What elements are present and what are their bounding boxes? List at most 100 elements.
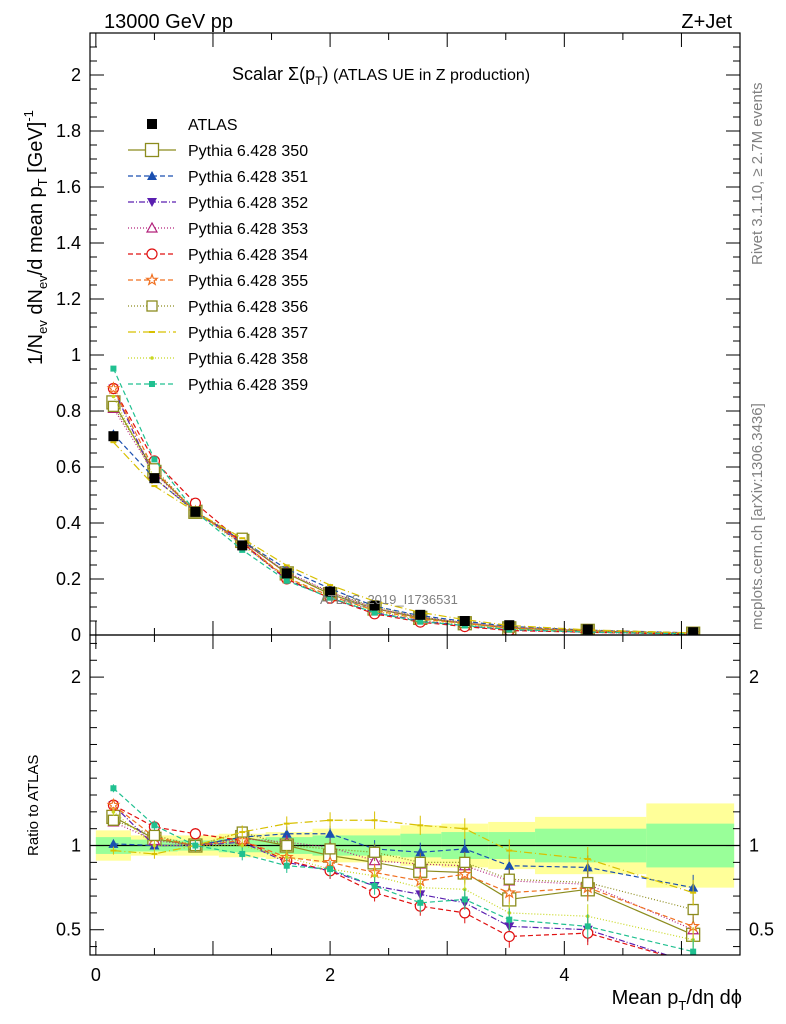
main-series-point [417, 618, 424, 625]
ratio-series-point [368, 846, 381, 858]
legend-label-358: Pythia 6.428 358 [188, 351, 308, 368]
ratio-series-point [688, 959, 698, 968]
ratio-series-line [113, 819, 694, 894]
legend-marker-351 [147, 171, 157, 180]
ratio-series-point [417, 899, 424, 906]
ratio-series-point [371, 882, 378, 889]
atlas-data-point [582, 624, 593, 635]
ratio-y-tick-label-right: 2 [749, 667, 759, 687]
ratio-series-point [503, 873, 515, 885]
ratio-series-357 [110, 811, 697, 906]
legend-atlas-marker [147, 119, 157, 129]
main-series-point [327, 594, 334, 601]
main-series-point [107, 400, 120, 413]
legend-label-354: Pythia 6.428 354 [188, 247, 308, 264]
ratio-series-point [688, 958, 698, 968]
ratio-series-point [108, 838, 119, 848]
legend-label-356: Pythia 6.428 356 [188, 299, 308, 316]
legend-marker-354 [146, 248, 158, 260]
ratio-series-point [284, 855, 289, 860]
mcplots-label: mcplots.cern.ch [arXiv:1306.3436] [749, 403, 766, 630]
main-y-tick-label: 0.2 [56, 569, 81, 589]
ratio-series-point [418, 885, 423, 890]
x-tick-label: 0 [91, 965, 101, 985]
main-series-line [112, 396, 694, 635]
main-series-point [110, 365, 117, 372]
atlas-data-point [190, 506, 201, 517]
ratio-series-line [113, 811, 694, 941]
main-series-point [111, 394, 116, 399]
chart-title: Scalar Σ(pT) (ATLAS UE in Z production) [232, 64, 530, 88]
legend-marker-352 [147, 198, 157, 207]
ratio-series-point [414, 856, 426, 869]
legend-marker-358 [150, 356, 154, 360]
ratio-plot-series [106, 784, 701, 968]
legend-label-357: Pythia 6.428 357 [188, 325, 308, 342]
atlas-data-point [459, 616, 470, 626]
ratio-series-point [107, 814, 120, 826]
main-y-tick-label: 1 [71, 345, 81, 365]
axis-ticks [90, 33, 740, 955]
main-series-point [371, 609, 378, 616]
ratio-series-point [283, 862, 290, 869]
y-axis-label: 1/Nev dNev/d mean pT [GeV]-1 [21, 110, 50, 365]
legend-label-353: Pythia 6.428 353 [188, 221, 308, 238]
ratio-y-tick-label-left: 0.5 [56, 920, 81, 940]
ratio-series-point [240, 843, 245, 848]
analysis-id-watermark: ATLAS_2019_I1736531 [320, 592, 458, 607]
ratio-series-point [459, 843, 470, 853]
atlas-data-points [108, 431, 699, 635]
legend: ATLAS Pythia 6.428 350 Pythia 6.428 351 Pyt… [128, 117, 308, 394]
ratio-series-point [148, 829, 161, 842]
ratio-series-point [506, 916, 513, 923]
main-series-line [112, 406, 694, 634]
ratio-series-point [239, 850, 246, 857]
main-y-tick-label: 1.8 [56, 121, 81, 141]
legend-marker-350 [144, 142, 160, 158]
rivet-label: Rivet 3.1.10, ≥ 2.7M events [749, 83, 766, 266]
ratio-series-line [113, 804, 667, 955]
ratio-series-point [111, 810, 116, 814]
ratio-series-point [504, 860, 515, 870]
ratio-series-point [502, 885, 517, 899]
ratio-series-point [324, 843, 336, 855]
legend-marker-353 [145, 221, 159, 233]
legend-label-359: Pythia 6.428 359 [188, 377, 308, 394]
ratio-y-tick-label-right: 1 [749, 836, 759, 856]
main-series-line [112, 388, 694, 635]
ratio-series-point [690, 948, 697, 955]
ratio-y-tick-label-left: 1 [71, 836, 81, 856]
main-y-tick-label: 1.4 [56, 233, 81, 253]
atlas-data-point [688, 627, 699, 635]
ratio-series-point [281, 828, 292, 838]
main-series-line [112, 368, 694, 635]
ratio-y-tick-label-left: 2 [71, 667, 81, 687]
legend-label-351: Pythia 6.428 351 [188, 169, 308, 186]
legend-marker-359 [149, 381, 155, 387]
atlas-data-point [281, 568, 292, 579]
atlas-data-point [237, 540, 248, 551]
main-y-tick-label: 2 [71, 65, 81, 85]
main-y-tick-label: 0.4 [56, 513, 81, 533]
ratio-series-line [113, 819, 694, 911]
main-y-tick-label: 1.6 [56, 177, 81, 197]
axis-tick-labels: 0 2 4 0 0.2 0.4 0.6 0.8 1 1.2 1.4 1.6 1.8 2 0.5 0.5 1 1 2 2 [56, 65, 774, 985]
ratio-y-tick-label-right: 0.5 [749, 920, 774, 940]
atlas-data-point [149, 473, 160, 484]
ratio-series-point [372, 874, 377, 878]
main-y-tick-label: 0.8 [56, 401, 81, 421]
legend-label-355: Pythia 6.428 355 [188, 273, 308, 290]
ratio-series-point [106, 797, 121, 812]
main-series-line [112, 388, 694, 635]
ratio-series-point [584, 923, 591, 930]
legend-label-350: Pythia 6.428 350 [188, 143, 308, 160]
atlas-data-point [504, 620, 515, 631]
legend-atlas-label: ATLAS [188, 117, 238, 134]
main-series-line [112, 441, 694, 634]
ratio-series-point [189, 828, 202, 840]
ratio-series-356 [107, 814, 699, 923]
ratio-series-point [503, 930, 515, 943]
ratio-series-point [281, 839, 293, 852]
main-y-tick-label: 1.2 [56, 289, 81, 309]
